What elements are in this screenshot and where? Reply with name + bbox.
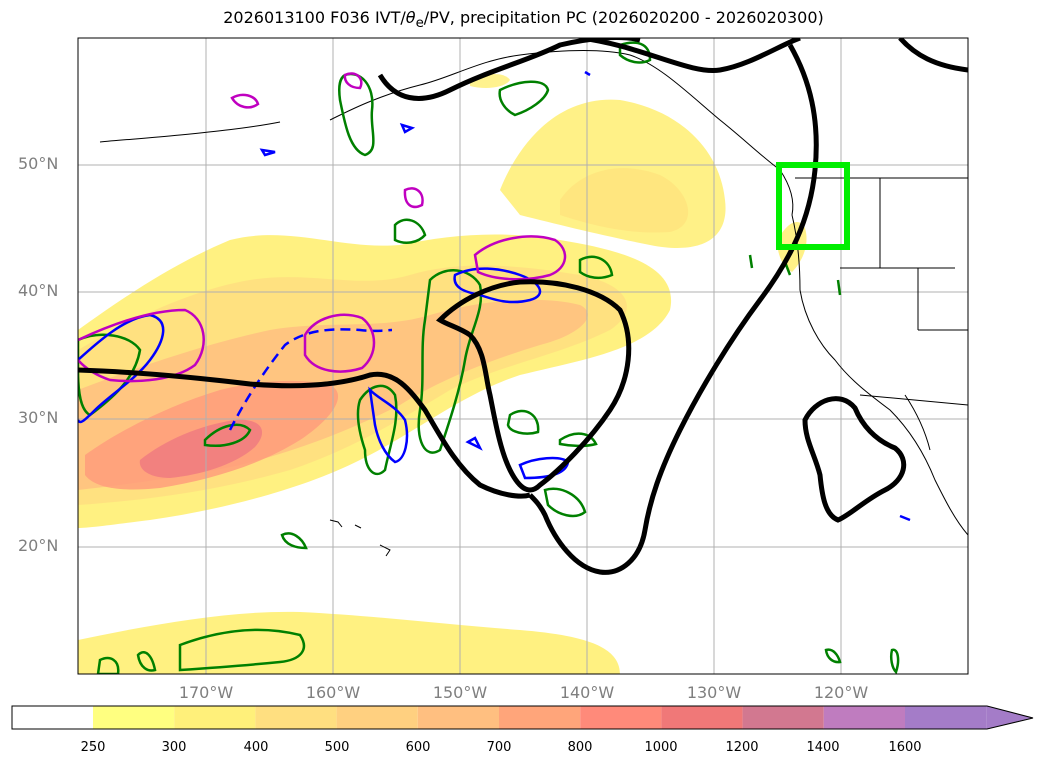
colorbar-tick-600: 600: [405, 740, 431, 755]
lat-label-40: 40°N: [18, 281, 59, 300]
lon-label-170w: 170°W: [178, 683, 234, 702]
coastlines: [99, 49, 968, 557]
theta-small-2: [259, 148, 276, 157]
lat-label-50: 50°N: [18, 154, 59, 173]
precip-alaska-1: [337, 72, 375, 157]
precip-alaska-3: [618, 41, 652, 64]
colorbar-segment: [742, 706, 824, 729]
precip-east-1: [506, 409, 540, 435]
lon-label-120w: 120°W: [813, 683, 869, 702]
lon-label-160w: 160°W: [305, 683, 361, 702]
colorbar-segment: [93, 706, 175, 729]
anom-5: [303, 313, 376, 373]
map-title: 2026013100 F036 IVT/θe/PV, precipitation…: [223, 8, 824, 32]
pv-cutoff-low: [802, 396, 907, 523]
anom-4: [473, 235, 567, 281]
colorbar-tick-500: 500: [324, 740, 350, 755]
map-border: [77, 37, 969, 675]
bc-coast: [779, 169, 794, 216]
precip-east-3: [558, 432, 598, 448]
precip-west-1: [203, 423, 252, 447]
anom-2: [343, 72, 363, 90]
colorbar-extend-arrow: [986, 706, 1033, 729]
anom-3: [403, 187, 424, 209]
precip-alaska-2: [498, 80, 550, 117]
colorbar-tick-700: 700: [486, 740, 512, 755]
colorbar-tick-1600: 1600: [888, 740, 922, 755]
gridlines: [78, 38, 968, 674]
theta-south: [368, 386, 409, 464]
pv-trough: [436, 279, 632, 493]
theta-e-contours: [78, 70, 911, 522]
precip-main-1: [417, 269, 483, 454]
colorbar-segment: [417, 706, 499, 729]
pv-ne-line: [898, 38, 968, 73]
colorbar-segment: [905, 706, 987, 729]
theta-dashed: [228, 328, 393, 431]
colorbar: [12, 706, 1033, 729]
precip-coast-2: [889, 648, 900, 674]
anom-6: [78, 308, 205, 383]
alaska-coast: [329, 49, 781, 171]
pv-ridge: [579, 38, 801, 74]
precip-south-2: [96, 656, 120, 674]
theta-small-3: [584, 70, 591, 77]
anom-1: [230, 93, 260, 109]
theta-west: [78, 313, 165, 424]
precip-north-2: [578, 255, 614, 280]
precip-east-2: [543, 487, 587, 518]
hawaii-islands: [329, 519, 391, 557]
west-coast: [791, 214, 968, 536]
theta-small-5: [899, 514, 911, 522]
colorbar-segment: [336, 706, 418, 729]
precip-south-3: [136, 651, 157, 672]
aleutian-chain: [99, 121, 281, 143]
ivt-band-north-core: [560, 168, 689, 233]
precip-coast-1: [824, 648, 842, 664]
colorbar-segment: [499, 706, 581, 729]
anomaly-contours: [78, 72, 567, 383]
colorbar-tick-1200: 1200: [725, 740, 759, 755]
colorbar-tick-1400: 1400: [806, 740, 840, 755]
colorbar-tick-300: 300: [161, 740, 187, 755]
lon-label-150w: 150°W: [432, 683, 488, 702]
colorbar-segment: [823, 706, 905, 729]
theta-small-1: [399, 123, 416, 134]
precip-mid-1: [393, 218, 427, 244]
theta-center: [453, 267, 542, 304]
colorbar-segment: [580, 706, 662, 729]
colorbar-segment: [661, 706, 743, 729]
lon-label-130w: 130°W: [686, 683, 742, 702]
ivt-south-band: [78, 611, 620, 674]
ivt-main-1000: [139, 419, 263, 478]
pv-zonal-line: [78, 367, 531, 499]
colorbar-tick-1000: 1000: [644, 740, 678, 755]
precip-contours: [78, 41, 900, 674]
precip-south-1: [178, 628, 306, 672]
lat-label-30: 30°N: [18, 408, 59, 427]
colorbar-segment: [255, 706, 337, 729]
pv-coast-line: [528, 43, 819, 575]
colorbar-segment: [174, 706, 256, 729]
state-lines: [840, 178, 968, 331]
lat-label-20: 20°N: [18, 536, 59, 555]
highlight-box: [776, 162, 850, 250]
colorbar-tick-400: 400: [243, 740, 269, 755]
colorbar-tick-800: 800: [567, 740, 593, 755]
colorbar-tick-250: 250: [80, 740, 106, 755]
precip-main-2: [356, 384, 398, 476]
precip-hi-1: [280, 532, 308, 550]
colorbar-outline: [11, 705, 1034, 730]
theta-small-4: [465, 436, 483, 451]
border-mexico: [859, 394, 968, 406]
colorbar-segment: [12, 706, 93, 729]
lon-label-140w: 140°W: [559, 683, 615, 702]
